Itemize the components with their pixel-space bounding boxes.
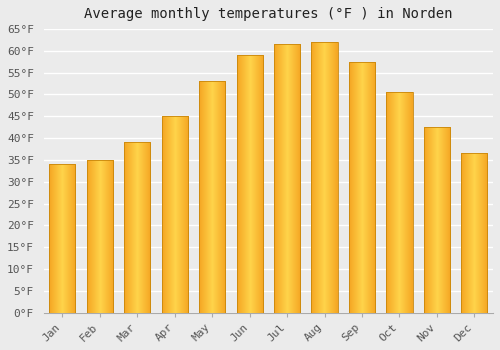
Bar (50, 164, 76, 313)
Bar (199, 82, 226, 313)
Bar (274, 44, 300, 313)
Bar (162, 116, 188, 313)
Bar (386, 92, 412, 313)
Bar (124, 142, 150, 313)
Bar (349, 62, 375, 313)
Bar (236, 55, 262, 313)
Title: Average monthly temperatures (°F ) in Norden: Average monthly temperatures (°F ) in No… (84, 7, 452, 21)
Bar (461, 153, 487, 313)
Bar (312, 42, 338, 313)
Bar (424, 127, 450, 313)
Bar (86, 160, 113, 313)
